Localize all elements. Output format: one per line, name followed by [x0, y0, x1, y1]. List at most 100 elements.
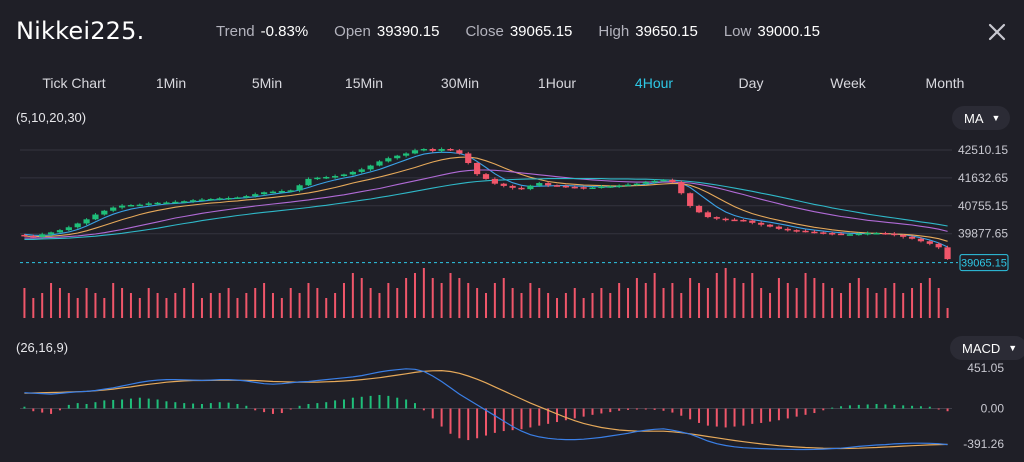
macd-histogram-bar: [76, 403, 79, 409]
macd-histogram-bar: [857, 404, 860, 409]
macd-histogram-bar: [165, 401, 168, 409]
volume-bar: [342, 283, 345, 318]
volume-bar: [94, 293, 97, 318]
volume-bar: [41, 293, 44, 318]
macd-histogram-bar: [689, 408, 692, 420]
volume-bar: [848, 283, 851, 318]
tab-1min[interactable]: 1Min: [155, 75, 187, 91]
candle-body: [163, 202, 170, 204]
macd-histogram-bar: [751, 408, 754, 424]
tab-4hour[interactable]: 4Hour: [634, 75, 674, 91]
volume-bar: [928, 278, 931, 318]
macd-dropdown-label: MACD: [962, 340, 1001, 356]
volume-bar: [467, 283, 470, 318]
candle-body: [926, 241, 933, 244]
macd-params: (26,16,9): [16, 340, 69, 355]
macd-histogram-bar: [396, 397, 399, 409]
macd-histogram-bar: [653, 408, 656, 410]
volume-bar: [396, 288, 399, 318]
macd-histogram-bar: [112, 399, 115, 409]
macd-histogram-bar: [192, 403, 195, 409]
candle-body: [766, 224, 774, 227]
stat-label: High: [598, 23, 630, 40]
candle-body: [172, 201, 179, 204]
macd-histogram-bar: [32, 408, 35, 412]
macd-histogram-bar: [271, 408, 274, 414]
candle-body: [394, 155, 401, 159]
macd-histogram-bar: [174, 402, 177, 409]
candle-body: [695, 205, 703, 213]
macd-histogram-bar: [138, 397, 141, 409]
candle-body: [447, 149, 454, 151]
macd-histogram-bar: [724, 408, 727, 428]
macd-histogram-bar: [600, 408, 603, 414]
macd-histogram-bar: [405, 399, 408, 409]
tab-30min[interactable]: 30Min: [440, 75, 480, 91]
tab-month[interactable]: Month: [925, 75, 965, 91]
candle-body: [429, 149, 436, 151]
volume-bar: [263, 283, 266, 318]
macd-histogram-bar: [946, 408, 949, 412]
candle-body: [678, 182, 685, 194]
volume-bar: [795, 288, 798, 318]
macd-histogram-bar: [236, 404, 239, 409]
volume-bar: [200, 298, 203, 318]
volume-bar: [121, 288, 124, 318]
macd-histogram-bar: [564, 408, 567, 421]
volume-bar: [165, 298, 168, 318]
macd-histogram-bar: [831, 407, 834, 409]
volume-bar: [866, 288, 869, 318]
current-price-tag: [959, 254, 1009, 272]
macd-histogram-bar: [58, 408, 61, 411]
macd-axis-label: 451.05: [967, 361, 1004, 375]
macd-histogram-bar: [928, 406, 931, 409]
candle-body: [580, 187, 587, 189]
candle-body: [713, 217, 720, 219]
volume-bar: [351, 273, 354, 318]
ma-dropdown[interactable]: MA ▼: [952, 106, 1011, 130]
volume-bar: [635, 278, 638, 318]
macd-histogram-bar: [476, 408, 479, 439]
candle-body: [411, 150, 419, 154]
volume-bar: [937, 288, 940, 318]
candle-body: [864, 233, 871, 235]
macd-histogram-bar: [342, 399, 345, 409]
candle-body: [65, 227, 72, 231]
tab-tick-chart[interactable]: Tick Chart: [42, 75, 106, 91]
macd-histogram-bar: [769, 408, 772, 422]
tab-day[interactable]: Day: [738, 75, 764, 91]
tab-week[interactable]: Week: [830, 75, 866, 91]
volume-bar: [485, 293, 487, 318]
candle-body: [403, 153, 410, 156]
volume-bar: [591, 293, 594, 318]
volume-bar: [804, 273, 807, 318]
macd-histogram-bar: [706, 408, 709, 426]
volume-bar: [662, 288, 665, 318]
candle-body: [438, 149, 445, 151]
candle-body: [740, 219, 747, 222]
macd-dropdown[interactable]: MACD ▼: [950, 336, 1024, 360]
macd-histogram-bar: [103, 400, 106, 409]
macd-histogram-bar: [547, 408, 550, 424]
volume-bar: [103, 298, 106, 318]
volume-bar: [32, 298, 35, 318]
volume-bar: [156, 293, 159, 318]
tab-15min[interactable]: 15Min: [344, 75, 384, 91]
volume-bar: [902, 293, 905, 318]
volume-bar: [627, 288, 630, 318]
stat-label: Low: [723, 23, 752, 40]
macd-histogram-bar: [911, 405, 914, 409]
price-axis-label: 42510.15: [958, 143, 1008, 157]
ma-dropdown-label: MA: [964, 110, 984, 126]
close-icon[interactable]: [985, 20, 1009, 44]
caret-down-icon: ▼: [1008, 343, 1018, 353]
volume-bar: [440, 283, 443, 318]
volume-bar: [493, 283, 496, 318]
macd-axis-label: -391.26: [963, 437, 1004, 451]
candle-body: [482, 174, 490, 179]
tab-5min[interactable]: 5Min: [251, 75, 283, 91]
tab-1hour[interactable]: 1Hour: [537, 75, 577, 91]
volume-bar: [689, 278, 692, 318]
volume-bar: [777, 278, 780, 318]
macd-histogram-bar: [804, 408, 807, 415]
